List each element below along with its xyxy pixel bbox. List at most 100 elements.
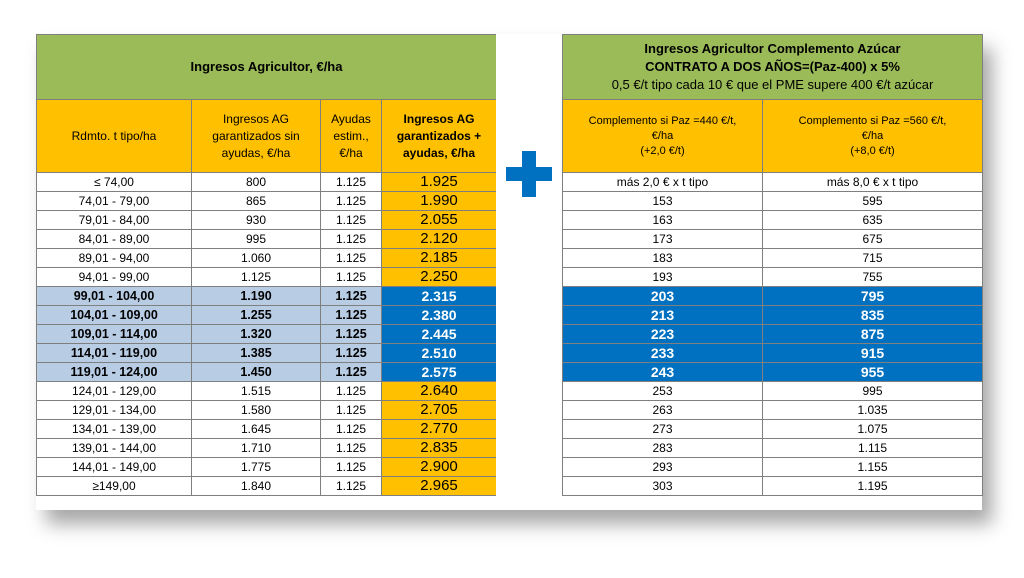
ingresos-total-cell: 2.445 [380, 324, 498, 344]
table-row: 84,01 - 89,00 995 1.125 2.120 [36, 229, 498, 249]
ayudas-cell: 1.125 [320, 210, 382, 230]
left-table-title: Ingresos Agricultor, €/ha [35, 34, 498, 100]
header-ingresos-sin-ayudas: Ingresos AG garantizados sin ayudas, €/h… [191, 99, 321, 173]
complemento-440-cell: 163 [562, 210, 763, 230]
ingresos-total-cell: 2.250 [380, 267, 498, 287]
header-complemento-440: Complemento si Paz =440 €/t, €/ha (+2,0 … [562, 99, 763, 173]
rdmto-cell: 79,01 - 84,00 [36, 210, 192, 230]
complemento-560-cell: 875 [761, 324, 984, 344]
complemento-440-cell: 183 [562, 248, 763, 268]
complemento-440-cell: 223 [562, 324, 763, 344]
table-row: 223 875 [562, 324, 984, 344]
table-row: 139,01 - 144,00 1.710 1.125 2.835 [36, 438, 498, 458]
ingresos-total-cell: 2.315 [380, 286, 498, 306]
table-row: 173 675 [562, 229, 984, 249]
table-row: 233 915 [562, 343, 984, 363]
ingresos-total-cell: 2.185 [380, 248, 498, 268]
header-440-line1: Complemento si Paz =440 €/t, [588, 114, 737, 127]
complemento-azucar-table: Ingresos Agricultor Complemento Azúcar C… [561, 34, 984, 496]
table-row: 119,01 - 124,00 1.450 1.125 2.575 [36, 362, 498, 382]
ingresos-total-cell: 2.575 [380, 362, 498, 382]
ingresos-total-cell: 2.770 [380, 419, 498, 439]
table-row: ≥149,00 1.840 1.125 2.965 [36, 476, 498, 496]
header-440-line2: €/ha [651, 129, 674, 142]
ayudas-cell: 1.125 [320, 324, 382, 344]
rdmto-cell: ≥149,00 [36, 476, 192, 496]
ayudas-cell: 1.125 [320, 476, 382, 496]
rdmto-cell: 134,01 - 139,00 [36, 419, 192, 439]
ingresos-total-cell: 2.510 [380, 343, 498, 363]
table-row: 293 1.155 [562, 457, 984, 477]
complemento-440-cell: 283 [562, 438, 763, 458]
rdmto-cell: 74,01 - 79,00 [36, 191, 192, 211]
complemento-560-cell: 795 [761, 286, 984, 306]
ingresos-sin-ayudas-cell: 995 [191, 229, 321, 249]
complemento-440-cell: más 2,0 € x t tipo [562, 172, 763, 192]
rdmto-cell: 99,01 - 104,00 [36, 286, 192, 306]
ingresos-total-cell: 2.380 [380, 305, 498, 325]
table-row: 193 755 [562, 267, 984, 287]
table-row: 203 795 [562, 286, 984, 306]
ingresos-agricultor-table: Ingresos Agricultor, €/ha Rdmto. t tipo/… [35, 34, 498, 496]
complemento-440-cell: 303 [562, 476, 763, 496]
table-row: 273 1.075 [562, 419, 984, 439]
ingresos-sin-ayudas-cell: 1.710 [191, 438, 321, 458]
table-row: 89,01 - 94,00 1.060 1.125 2.185 [36, 248, 498, 268]
table-row: ≤ 74,00 800 1.125 1.925 [36, 172, 498, 192]
complemento-560-cell: 675 [761, 229, 984, 249]
ingresos-sin-ayudas-cell: 865 [191, 191, 321, 211]
right-table-title: Ingresos Agricultor Complemento Azúcar C… [561, 34, 984, 100]
complemento-440-cell: 253 [562, 381, 763, 401]
spreadsheet-image: Ingresos Agricultor, €/ha Rdmto. t tipo/… [35, 34, 984, 510]
ayudas-cell: 1.125 [320, 191, 382, 211]
table-row: 163 635 [562, 210, 984, 230]
rdmto-cell: 124,01 - 129,00 [36, 381, 192, 401]
separator [496, 34, 562, 510]
complemento-560-cell: 1.035 [761, 400, 984, 420]
ayudas-cell: 1.125 [320, 229, 382, 249]
ingresos-sin-ayudas-cell: 1.255 [191, 305, 321, 325]
complemento-560-cell: 715 [761, 248, 984, 268]
table-row: más 2,0 € x t tipo más 8,0 € x t tipo [562, 172, 984, 192]
ingresos-sin-ayudas-cell: 1.515 [191, 381, 321, 401]
header-ayudas: Ayudas estim., €/ha [320, 99, 382, 173]
complemento-560-cell: 1.155 [761, 457, 984, 477]
rdmto-cell: 129,01 - 134,00 [36, 400, 192, 420]
complemento-440-cell: 173 [562, 229, 763, 249]
table-row: 283 1.115 [562, 438, 984, 458]
ingresos-sin-ayudas-cell: 1.385 [191, 343, 321, 363]
table-row: 263 1.035 [562, 400, 984, 420]
rdmto-cell: 114,01 - 119,00 [36, 343, 192, 363]
table-row: 114,01 - 119,00 1.385 1.125 2.510 [36, 343, 498, 363]
ayudas-cell: 1.125 [320, 248, 382, 268]
header-560-line1: Complemento si Paz =560 €/t, [798, 114, 947, 127]
complemento-560-cell: más 8,0 € x t tipo [761, 172, 984, 192]
complemento-440-cell: 193 [562, 267, 763, 287]
ayudas-cell: 1.125 [320, 286, 382, 306]
complemento-440-cell: 203 [562, 286, 763, 306]
right-title-line3: 0,5 €/t tipo cada 10 € que el PME supere… [611, 77, 934, 92]
rdmto-cell: 94,01 - 99,00 [36, 267, 192, 287]
ayudas-cell: 1.125 [320, 419, 382, 439]
complemento-440-cell: 213 [562, 305, 763, 325]
ayudas-cell: 1.125 [320, 267, 382, 287]
complemento-560-cell: 995 [761, 381, 984, 401]
table-row: 253 995 [562, 381, 984, 401]
ayudas-cell: 1.125 [320, 362, 382, 382]
complemento-560-cell: 835 [761, 305, 984, 325]
complemento-440-cell: 243 [562, 362, 763, 382]
ayudas-cell: 1.125 [320, 457, 382, 477]
ingresos-total-cell: 1.990 [380, 191, 498, 211]
table-row: 303 1.195 [562, 476, 984, 496]
complemento-560-cell: 755 [761, 267, 984, 287]
rdmto-cell: 104,01 - 109,00 [36, 305, 192, 325]
header-rdmto: Rdmto. t tipo/ha [36, 99, 192, 173]
ingresos-sin-ayudas-cell: 1.450 [191, 362, 321, 382]
complemento-560-cell: 955 [761, 362, 984, 382]
table-row: 79,01 - 84,00 930 1.125 2.055 [36, 210, 498, 230]
table-row: 153 595 [562, 191, 984, 211]
header-560-line3: (+8,0 €/t) [850, 144, 895, 157]
ayudas-cell: 1.125 [320, 343, 382, 363]
table-row: 109,01 - 114,00 1.320 1.125 2.445 [36, 324, 498, 344]
ingresos-sin-ayudas-cell: 1.580 [191, 400, 321, 420]
